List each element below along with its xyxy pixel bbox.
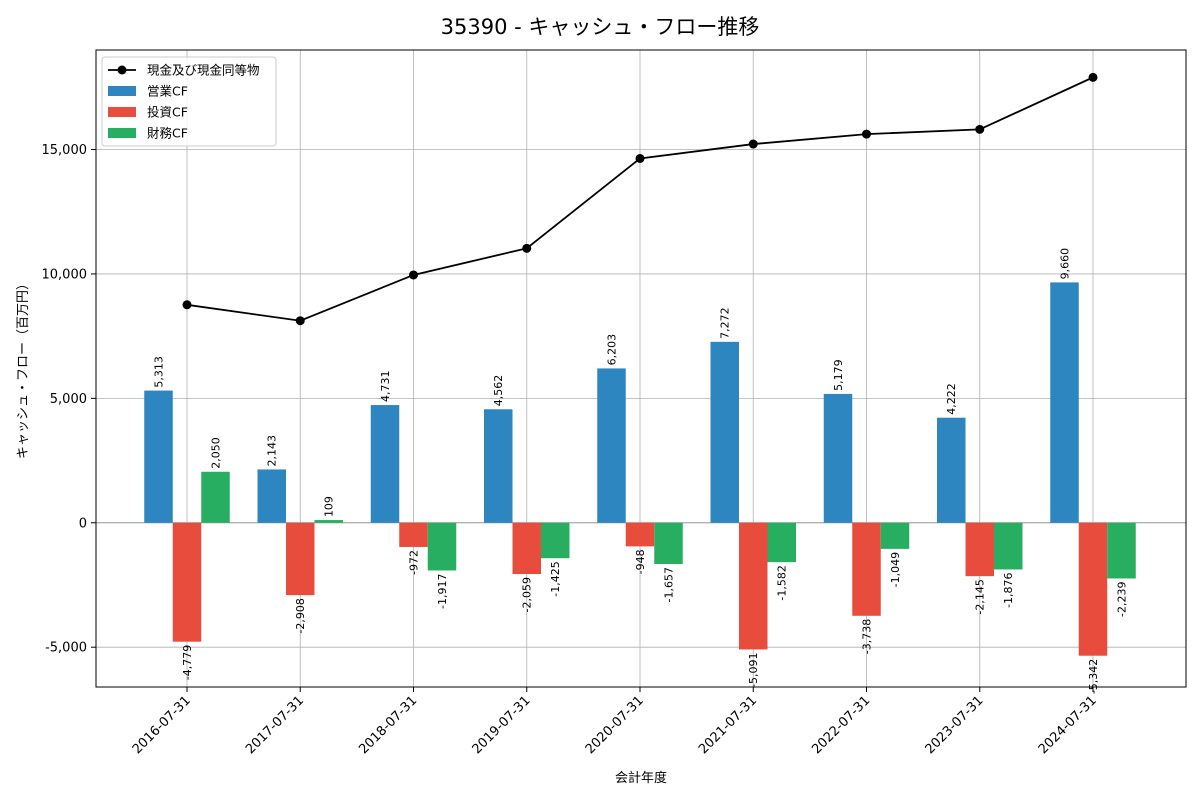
bar-value-label: 2,143 (266, 435, 279, 467)
bar-value-label: 109 (323, 496, 336, 517)
x-tick-label: 2024-07-31 (1036, 693, 1100, 757)
bar-value-label: 5,313 (153, 356, 166, 388)
bar (257, 469, 286, 523)
bar (852, 522, 881, 616)
x-tick-label: 2018-07-31 (356, 693, 420, 757)
legend-label: 財務CF (147, 126, 188, 141)
cash-point (1088, 72, 1098, 82)
bar (144, 390, 173, 523)
cash-point (522, 243, 532, 253)
cash-point (409, 270, 418, 280)
bar (767, 522, 796, 563)
bar (1107, 522, 1136, 579)
legend-label: 現金及び現金同等物 (147, 63, 260, 78)
bar-value-label: -1,876 (1002, 572, 1015, 607)
bar-value-label: -972 (408, 550, 421, 575)
y-tick-label: 0 (79, 516, 87, 531)
bar (484, 409, 513, 523)
bar (710, 341, 739, 523)
x-tick-label: 2020-07-31 (583, 693, 647, 757)
cash-point (748, 139, 758, 149)
bar-value-label: -1,657 (663, 567, 676, 602)
y-axis-ticks: -5,000 0 5,000 10,000 15,000 (42, 143, 96, 656)
bar (314, 520, 343, 523)
bar (937, 417, 966, 523)
bar-value-label: 6,203 (606, 334, 619, 366)
bar (597, 368, 626, 523)
bar (625, 522, 655, 547)
bars (144, 282, 1136, 656)
x-tick-label: 2017-07-31 (243, 693, 307, 757)
y-tick-label: 5,000 (50, 392, 87, 407)
bar-value-label: -2,059 (521, 577, 534, 612)
bar (512, 522, 541, 575)
bar-value-label: -1,425 (549, 561, 562, 596)
x-tick-label: 2022-07-31 (809, 693, 873, 757)
legend-bar-swatch (108, 128, 136, 138)
bar (201, 471, 230, 523)
bar-value-label: 5,179 (832, 359, 845, 391)
bar (1050, 282, 1079, 523)
cash-line-series (182, 72, 1098, 326)
y-axis-title: キャッシュ・フロー（百万円） (16, 277, 31, 459)
bar-value-label: -2,908 (294, 598, 307, 633)
bar-value-label: 9,660 (1059, 248, 1072, 280)
cash-point (975, 124, 985, 134)
cash-point (635, 153, 645, 163)
bar-value-label: -1,917 (436, 573, 449, 608)
bar-value-label: -2,239 (1116, 581, 1129, 616)
bar (823, 393, 853, 523)
bar-value-label: 4,222 (945, 383, 958, 415)
y-tick-label: 15,000 (42, 143, 88, 158)
legend-bar-swatch (108, 86, 136, 96)
legend-bar-swatch (108, 107, 136, 117)
x-tick-label: 2023-07-31 (923, 693, 987, 757)
legend-label: 営業CF (147, 84, 188, 99)
bar-value-label: -5,091 (747, 652, 760, 687)
chart-title: 35390 - キャッシュ・フロー推移 (441, 15, 760, 39)
data-labels: 5,313 2,143 4,731 4,562 6,203 7,272 5,179 4,222… (153, 248, 1129, 694)
cash-point (295, 316, 305, 326)
bar-value-label: -1,582 (776, 565, 789, 600)
bar (1078, 522, 1108, 656)
bar (370, 405, 400, 523)
plot-frame (95, 49, 1187, 688)
bar-value-label: 2,050 (210, 437, 223, 469)
bar-value-label: -1,049 (889, 552, 902, 587)
y-tick-label: -5,000 (45, 641, 87, 656)
bar-value-label: -2,145 (974, 579, 987, 614)
bar-value-label: 4,562 (492, 375, 505, 407)
x-axis-title: 会計年度 (615, 770, 667, 786)
bar-value-label: 4,731 (379, 371, 392, 403)
x-tick-label: 2016-07-31 (130, 693, 194, 757)
y-tick-label: 10,000 (42, 267, 88, 282)
bar (541, 522, 570, 559)
bar (399, 522, 428, 547)
x-axis-ticks: 2016-07-31 2017-07-31 2018-07-31 2019-07-31… (130, 687, 1100, 757)
legend-label: 投資CF (147, 105, 188, 120)
bar (965, 522, 994, 577)
bar (654, 522, 683, 565)
bar (286, 522, 315, 596)
cash-point (182, 300, 192, 310)
legend-marker-swatch (117, 65, 127, 75)
bar-value-label: -4,779 (181, 645, 194, 680)
bar-value-label: -3,738 (861, 619, 874, 654)
x-tick-label: 2021-07-31 (696, 693, 760, 757)
bar-value-label: -5,342 (1087, 659, 1100, 694)
bar (427, 522, 457, 571)
x-tick-label: 2019-07-31 (470, 693, 534, 757)
bar (172, 522, 202, 642)
bar-value-label: 7,272 (719, 307, 732, 339)
legend-box (101, 56, 277, 147)
bar (994, 522, 1023, 570)
bar (739, 522, 768, 650)
bar (880, 522, 910, 549)
bar-value-label: -948 (634, 549, 647, 574)
cash-point (862, 129, 871, 139)
